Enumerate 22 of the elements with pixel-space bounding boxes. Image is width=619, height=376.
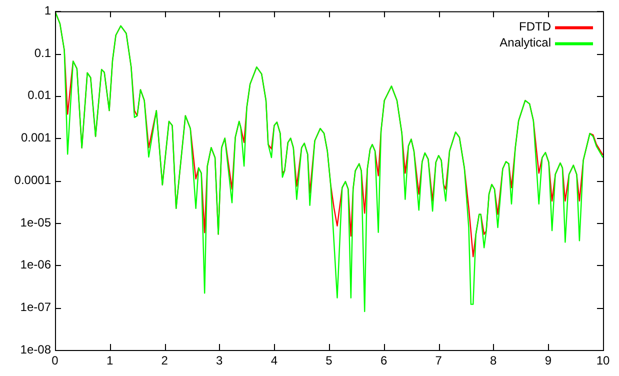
x-tick-label: 5 (326, 354, 333, 368)
legend-label: FDTD (519, 20, 552, 34)
y-tick-label: 0.01 (28, 88, 52, 102)
y-tick-label: 0.0001 (14, 172, 52, 187)
legend-label: Analytical (500, 36, 551, 50)
y-tick-label: 1e-06 (20, 258, 52, 272)
x-tick-label: 9 (544, 354, 552, 368)
x-tick-label: 1 (106, 354, 114, 368)
x-tick-label: 0 (52, 354, 59, 368)
y-tick-label: 1e-07 (20, 300, 52, 314)
x-tick-label: 10 (596, 354, 610, 368)
x-tick-label: 3 (216, 354, 224, 368)
x-tick-label: 4 (270, 354, 278, 368)
y-tick-label: 1e-05 (20, 215, 52, 230)
x-tick-label: 2 (161, 354, 168, 368)
x-tick-label: 6 (380, 354, 388, 368)
y-tick-label: 0.1 (34, 46, 52, 60)
y-tick-label: 1e-08 (20, 342, 52, 356)
x-tick-label: 8 (490, 354, 498, 368)
y-tick-label: 0.001 (20, 130, 52, 145)
y-tick-label: 1 (44, 4, 52, 18)
x-tick-label: 7 (435, 354, 442, 368)
